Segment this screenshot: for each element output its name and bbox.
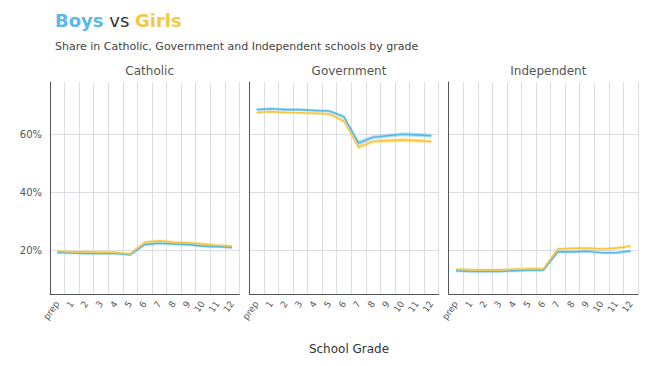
svg-text:7: 7	[152, 299, 163, 309]
svg-text:6: 6	[337, 299, 349, 310]
svg-text:Independent: Independent	[510, 64, 586, 78]
svg-text:Boys: Boys	[55, 10, 104, 31]
svg-text:2: 2	[79, 299, 90, 309]
svg-text:2: 2	[278, 299, 289, 309]
svg-text:8: 8	[366, 299, 378, 310]
svg-text:4: 4	[507, 299, 519, 310]
svg-text:3: 3	[492, 299, 503, 309]
svg-text:5: 5	[521, 299, 532, 309]
svg-text:9: 9	[181, 299, 193, 310]
svg-text:1: 1	[64, 299, 75, 309]
svg-text:4: 4	[307, 299, 319, 310]
svg-text:20%: 20%	[20, 245, 42, 256]
svg-text:10: 10	[392, 299, 407, 314]
svg-text:60%: 60%	[20, 129, 42, 140]
svg-text:6: 6	[536, 299, 548, 310]
svg-text:1: 1	[264, 299, 275, 309]
svg-text:5: 5	[123, 299, 134, 309]
svg-text:3: 3	[94, 299, 105, 309]
svg-text:7: 7	[551, 299, 562, 309]
svg-text:10: 10	[192, 299, 207, 314]
svg-text:Share in Catholic, Government: Share in Catholic, Government and Indepe…	[55, 40, 419, 53]
svg-text:12: 12	[421, 299, 436, 314]
svg-text:Government: Government	[312, 64, 387, 78]
svg-text:1: 1	[463, 299, 474, 309]
svg-text:8: 8	[166, 299, 178, 310]
svg-text:11: 11	[207, 299, 222, 314]
svg-text:6: 6	[137, 299, 149, 310]
svg-text:11: 11	[406, 299, 421, 314]
svg-text:9: 9	[580, 299, 592, 310]
svg-text:School Grade: School Grade	[309, 342, 389, 356]
svg-text:12: 12	[620, 299, 635, 314]
svg-text:vs: vs	[104, 10, 135, 31]
svg-text:7: 7	[351, 299, 362, 309]
svg-text:40%: 40%	[20, 187, 42, 198]
svg-text:Catholic: Catholic	[125, 64, 174, 78]
svg-text:prep: prep	[241, 299, 261, 322]
svg-text:12: 12	[221, 299, 236, 314]
svg-text:Girls: Girls	[135, 10, 182, 31]
svg-text:8: 8	[565, 299, 577, 310]
svg-text:2: 2	[478, 299, 489, 309]
svg-text:prep: prep	[41, 299, 61, 322]
svg-text:11: 11	[605, 299, 620, 314]
svg-text:10: 10	[591, 299, 606, 314]
svg-text:4: 4	[108, 299, 120, 310]
svg-text:5: 5	[322, 299, 333, 309]
svg-text:prep: prep	[440, 299, 460, 322]
svg-text:3: 3	[293, 299, 304, 309]
svg-text:9: 9	[380, 299, 392, 310]
